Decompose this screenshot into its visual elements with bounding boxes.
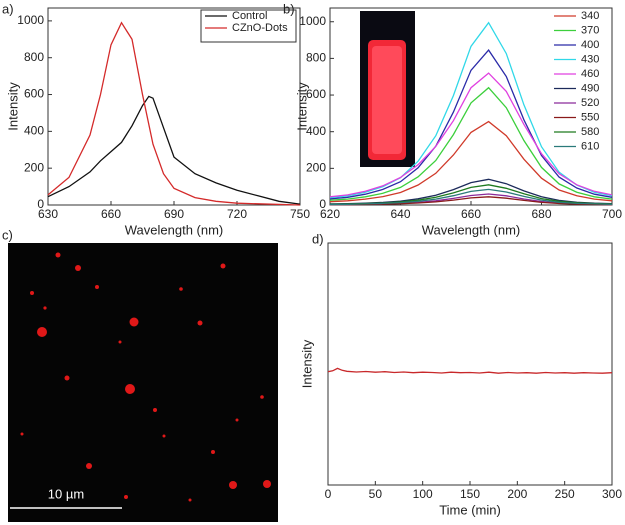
- legend-label: 340: [581, 10, 599, 22]
- y-tick-label: 600: [306, 87, 326, 101]
- y-tick-label: 400: [24, 124, 44, 138]
- panel-label: d): [312, 231, 324, 246]
- data-line: [329, 72, 613, 198]
- legend-box: [200, 9, 297, 43]
- x-tick-label: 750: [290, 207, 310, 221]
- panel-label: a): [2, 1, 14, 16]
- x-tick-label: 700: [602, 207, 622, 221]
- legend-label: Control: [232, 10, 267, 22]
- legend-label: 550: [581, 111, 599, 123]
- data-line: [329, 120, 613, 203]
- legend-label: 580: [581, 126, 599, 138]
- x-tick-label: 300: [602, 487, 622, 501]
- x-tick-label: 150: [460, 487, 480, 501]
- inset-photo: [360, 11, 415, 167]
- data-line: [329, 49, 613, 200]
- x-tick-label: 200: [507, 487, 527, 501]
- y-axis-label: Intensity: [299, 339, 314, 388]
- legend-label: 490: [581, 82, 599, 94]
- x-tick-label: 640: [390, 207, 410, 221]
- x-tick-label: 620: [320, 207, 340, 221]
- data-line: [47, 21, 301, 206]
- x-tick-label: 50: [369, 487, 383, 501]
- y-tick-label: 200: [306, 161, 326, 175]
- y-tick-label: 1000: [17, 13, 44, 27]
- image-background: [8, 243, 278, 522]
- micrograph: [8, 243, 278, 522]
- x-tick-label: 630: [38, 207, 58, 221]
- y-tick-label: 0: [37, 197, 44, 211]
- data-line: [329, 188, 613, 206]
- y-tick-label: 800: [306, 51, 326, 65]
- y-tick-label: 1000: [299, 14, 326, 28]
- x-axis-label: Wavelength (nm): [125, 222, 224, 237]
- y-axis-label: Intensity: [294, 82, 309, 131]
- legend-label: 370: [581, 24, 599, 36]
- y-tick-label: 600: [24, 87, 44, 101]
- data-line: [329, 86, 613, 201]
- data-line: [327, 367, 613, 374]
- x-tick-label: 720: [227, 207, 247, 221]
- x-tick-label: 250: [555, 487, 575, 501]
- legend-label: 430: [581, 53, 599, 65]
- data-line: [330, 196, 613, 206]
- legend-label: 610: [581, 140, 599, 152]
- fluorescent-dots: [20, 252, 271, 502]
- y-tick-label: 400: [306, 124, 326, 138]
- x-axis-label: Wavelength (nm): [422, 222, 521, 237]
- x-tick-label: 690: [164, 207, 184, 221]
- panel-label: b): [283, 1, 295, 16]
- x-tick-label: 680: [531, 207, 551, 221]
- x-tick-label: 100: [413, 487, 433, 501]
- legend-label: 400: [581, 39, 599, 51]
- y-tick-label: 200: [24, 160, 44, 174]
- data-line: [329, 21, 613, 199]
- plot-frame: [327, 242, 613, 486]
- x-axis-label: Time (min): [439, 502, 501, 517]
- panel-label: c): [2, 227, 13, 242]
- scale-bar-label: 10 µm: [48, 486, 84, 501]
- y-tick-label: 0: [319, 197, 326, 211]
- y-tick-label: 800: [24, 50, 44, 64]
- data-line: [47, 95, 301, 205]
- x-tick-label: 0: [325, 487, 332, 501]
- x-tick-label: 660: [461, 207, 481, 221]
- x-tick-label: 660: [101, 207, 121, 221]
- y-axis-label: Intensity: [5, 82, 20, 131]
- legend-label: 460: [581, 68, 599, 80]
- legend-label: CZnO-Dots: [232, 22, 288, 34]
- legend-label: 520: [581, 97, 599, 109]
